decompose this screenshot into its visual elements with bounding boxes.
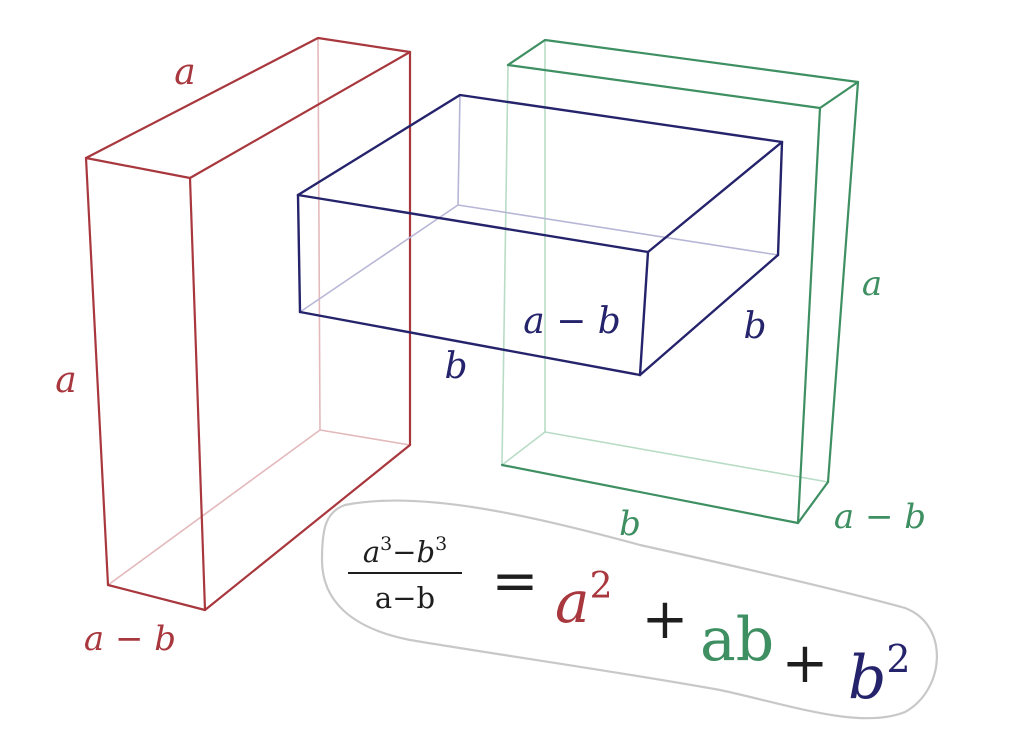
blue-bottom-label: b	[444, 346, 467, 387]
equals-sign: =	[492, 549, 539, 614]
numerator-b: b	[417, 535, 436, 569]
numerator-b-exponent: 3	[435, 533, 447, 555]
term-a-exponent: 2	[590, 566, 613, 607]
red-slab	[84, 36, 412, 612]
red-bottom-label: a − b	[84, 619, 176, 659]
plus-sign-2: +	[782, 631, 829, 696]
plus-sign-1: +	[642, 587, 689, 652]
callout-outline	[320, 499, 938, 720]
green-right-label: a	[862, 264, 882, 304]
blue-front-label: a − b	[523, 301, 621, 342]
term-ab: ab	[700, 605, 774, 675]
equation-callout: a3−b3 a−b = a2 + ab + b2	[320, 499, 938, 720]
red-left-label: a	[55, 360, 76, 401]
green-bottom-label: b	[619, 504, 641, 544]
blue-block	[296, 93, 784, 377]
red-slab-visible-edges	[84, 36, 412, 612]
numerator-minus: −	[392, 535, 416, 569]
dimension-labels: a a a − b a − b b b a b a − b	[55, 52, 926, 659]
green-slab-hidden-edges	[501, 39, 829, 483]
term-a-base: a	[555, 568, 590, 636]
fraction-denominator: a−b	[375, 581, 435, 615]
blue-block-hidden-edges	[299, 94, 779, 313]
equation-fraction: a3−b3 a−b	[348, 533, 462, 615]
blue-block-visible-edges	[296, 93, 784, 377]
numerator-a: a	[363, 535, 380, 569]
green-slab-visible-edges	[500, 38, 860, 525]
green-slab	[500, 38, 860, 525]
term-b-base: b	[848, 643, 886, 713]
term-b-squared: b2	[848, 637, 911, 713]
term-a-squared: a2	[555, 566, 613, 636]
green-depth-label: a − b	[834, 497, 926, 537]
fraction-numerator: a3−b3	[363, 533, 447, 569]
numerator-a-exponent: 3	[380, 533, 392, 555]
blue-right-label: b	[743, 306, 766, 347]
term-b-exponent: 2	[886, 637, 910, 681]
red-top-label: a	[174, 52, 195, 93]
